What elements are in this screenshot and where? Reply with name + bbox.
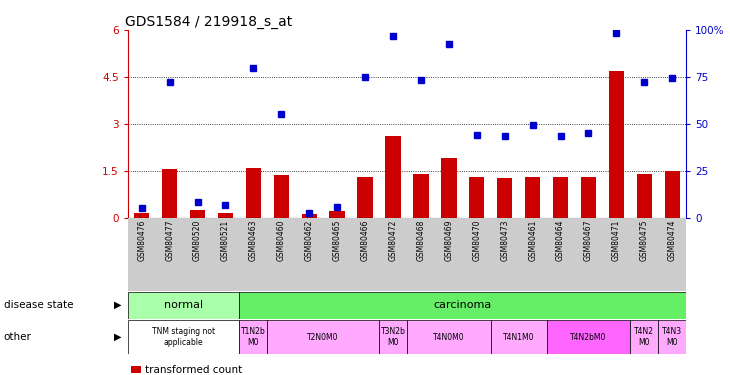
Bar (246, 168, 261, 217)
Text: GSM80465: GSM80465 (333, 220, 342, 261)
Bar (190, 210, 205, 218)
Text: GSM80467: GSM80467 (584, 220, 593, 261)
Text: GDS1584 / 219918_s_at: GDS1584 / 219918_s_at (125, 15, 292, 29)
Text: carcinoma: carcinoma (434, 300, 492, 310)
Bar (379, 217, 407, 291)
Bar (491, 320, 547, 354)
Bar (301, 214, 317, 217)
Text: T1N2b
M0: T1N2b M0 (241, 327, 266, 347)
Bar (385, 136, 401, 218)
Bar (637, 174, 652, 217)
Bar (413, 174, 429, 217)
Bar (274, 176, 289, 217)
Bar (323, 217, 351, 291)
Text: transformed count: transformed count (145, 365, 242, 375)
Bar (128, 320, 239, 354)
Text: GSM80474: GSM80474 (668, 220, 677, 261)
Bar (128, 217, 155, 291)
Bar (435, 217, 463, 291)
Bar (358, 177, 373, 218)
Text: GSM80462: GSM80462 (304, 220, 314, 261)
Bar (631, 320, 658, 354)
Bar (581, 177, 596, 218)
Text: T2N0M0: T2N0M0 (307, 333, 339, 342)
Bar (525, 177, 540, 218)
Bar (239, 217, 267, 291)
Text: T4N0M0: T4N0M0 (433, 333, 465, 342)
Text: T4N2
M0: T4N2 M0 (634, 327, 654, 347)
Text: GSM80473: GSM80473 (500, 220, 510, 261)
Bar (547, 320, 631, 354)
Bar (463, 217, 491, 291)
Bar (134, 213, 150, 217)
Text: T3N2b
M0: T3N2b M0 (380, 327, 405, 347)
Text: GSM80468: GSM80468 (416, 220, 426, 261)
Bar (239, 320, 267, 354)
Text: ▶: ▶ (115, 332, 122, 342)
Bar (497, 178, 512, 218)
Bar (491, 217, 518, 291)
Text: disease state: disease state (4, 300, 73, 310)
Bar (267, 320, 379, 354)
Bar (295, 217, 323, 291)
Bar (602, 217, 631, 291)
Bar (218, 213, 233, 217)
Text: T4N3
M0: T4N3 M0 (662, 327, 683, 347)
Text: T4N2bM0: T4N2bM0 (570, 333, 607, 342)
Text: GSM80469: GSM80469 (445, 220, 453, 261)
Text: GSM80476: GSM80476 (137, 220, 146, 261)
Text: GSM80461: GSM80461 (528, 220, 537, 261)
Bar (183, 217, 212, 291)
Bar (469, 177, 485, 218)
Bar (379, 320, 407, 354)
Text: GSM80521: GSM80521 (221, 220, 230, 261)
Bar (518, 217, 547, 291)
Bar (553, 177, 568, 218)
Bar (658, 217, 686, 291)
Bar (239, 292, 686, 319)
Text: normal: normal (164, 300, 203, 310)
Text: GSM80477: GSM80477 (165, 220, 174, 261)
Text: GSM80464: GSM80464 (556, 220, 565, 261)
Text: GSM80463: GSM80463 (249, 220, 258, 261)
Bar (128, 292, 239, 319)
Text: GSM80466: GSM80466 (361, 220, 369, 261)
Bar (631, 217, 658, 291)
Text: other: other (4, 332, 31, 342)
Bar (609, 70, 624, 217)
Text: GSM80471: GSM80471 (612, 220, 621, 261)
Bar (162, 169, 177, 217)
Text: GSM80520: GSM80520 (193, 220, 202, 261)
Bar (351, 217, 379, 291)
Bar (212, 217, 239, 291)
Bar (547, 217, 575, 291)
Text: TNM staging not
applicable: TNM staging not applicable (152, 327, 215, 347)
Bar (658, 320, 686, 354)
Bar (407, 320, 491, 354)
Text: T4N1M0: T4N1M0 (503, 333, 534, 342)
Text: GSM80472: GSM80472 (388, 220, 398, 261)
Text: GSM80460: GSM80460 (277, 220, 286, 261)
Bar (407, 217, 435, 291)
Bar (441, 158, 456, 218)
Text: GSM80470: GSM80470 (472, 220, 481, 261)
Bar (329, 211, 345, 217)
Text: ▶: ▶ (115, 300, 122, 310)
Text: GSM80475: GSM80475 (639, 220, 649, 261)
Bar (155, 217, 183, 291)
Bar (575, 217, 602, 291)
Bar (267, 217, 295, 291)
Bar (664, 171, 680, 217)
